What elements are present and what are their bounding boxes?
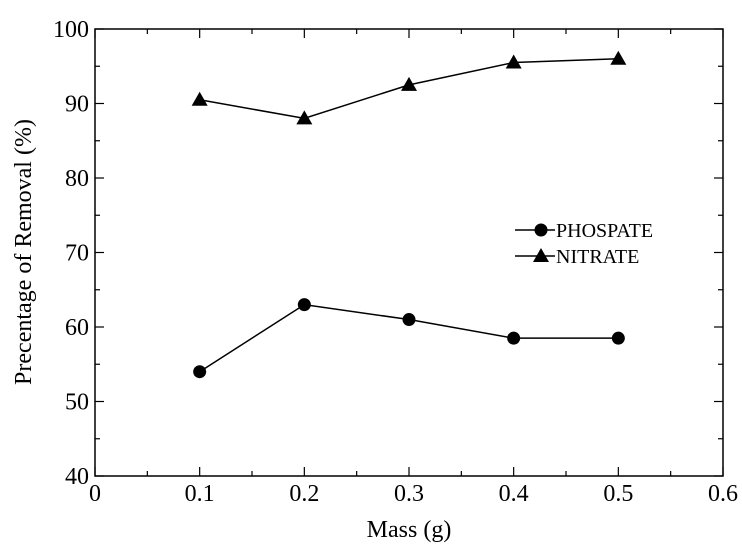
phospate-data-point — [611, 331, 625, 345]
x-tick-label: 0.5 — [603, 481, 633, 507]
ticks — [94, 28, 724, 477]
legend-nitrate-label: NITRATE — [556, 246, 639, 268]
nitrate-data-point — [505, 54, 522, 69]
nitrate-data-point — [610, 50, 627, 65]
y-tick-label: 40 — [65, 464, 89, 490]
y-axis-label: Precentage of Removal (%) — [11, 119, 37, 385]
x-tick-label: 0.3 — [394, 481, 424, 507]
nitrate-data-point — [401, 76, 417, 91]
nitrate-data-point — [191, 91, 208, 106]
legend-phospate-label: PHOSPATE — [556, 220, 653, 242]
x-tick-label: 0.6 — [708, 481, 738, 507]
legend: PHOSPATE NITRATE — [515, 220, 653, 268]
tick-labels: 0 0.1 0.2 0.3 0.4 0.5 0.6 40 50 60 70 80 90 100 — [53, 17, 738, 507]
x-axis-label: Mass (g) — [367, 517, 452, 543]
y-tick-label: 60 — [65, 315, 89, 341]
x-tick-label: 0.2 — [289, 481, 319, 507]
x-tick-label: 0 — [89, 481, 101, 507]
phospate-data-point — [402, 313, 416, 327]
phospate-data-point — [297, 298, 311, 312]
y-tick-label: 80 — [65, 166, 89, 192]
legend-nitrate-marker — [533, 248, 549, 262]
markers — [191, 50, 627, 379]
y-tick-label: 50 — [65, 390, 89, 416]
x-tick-label: 0.4 — [499, 481, 529, 507]
y-tick-label: 90 — [65, 92, 89, 118]
phospate-data-point — [193, 365, 207, 379]
x-tick-label: 0.1 — [185, 481, 215, 507]
y-tick-label: 100 — [53, 17, 89, 43]
legend-phospate-marker — [534, 223, 548, 237]
phospate-data-point — [507, 331, 521, 345]
nitrate-data-point — [296, 110, 313, 125]
y-tick-label: 70 — [65, 241, 89, 267]
